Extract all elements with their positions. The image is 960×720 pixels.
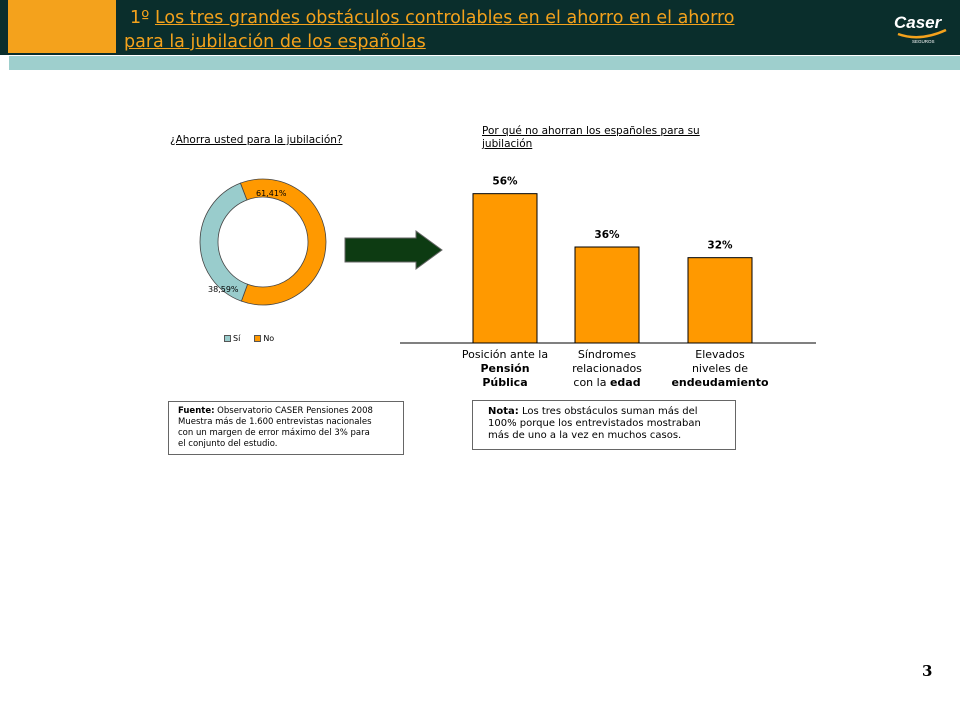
source-line-3: con un margen de error máximo del 3% par… (178, 428, 370, 438)
bar-value-label-1: 36% (594, 229, 620, 241)
header-bar: 1º Los tres grandes obstáculos controlab… (0, 0, 960, 55)
left-question: ¿Ahorra usted para la jubilación? (170, 134, 343, 146)
caser-logo: Caser SEGUROS (894, 13, 947, 44)
category-label-1-line-1: Síndromes (578, 348, 636, 361)
source-line-2: Muestra más de 1.600 entrevistas naciona… (178, 417, 372, 427)
legend-item-no: No (254, 334, 274, 343)
source-note: Fuente: Observatorio CASER Pensiones 200… (168, 401, 404, 455)
bar-2 (687, 257, 753, 344)
legend-swatch-no (254, 335, 262, 342)
remark-note: Nota: Los tres obstáculos suman más del … (472, 400, 736, 450)
remark-label: Nota: (488, 406, 519, 417)
source-line-1: Observatorio CASER Pensiones 2008 (214, 406, 373, 416)
donut-label-no: 61,41% (256, 189, 287, 198)
bar-value-label-0: 56% (492, 176, 518, 188)
donut-legend: Sí No (224, 334, 274, 343)
category-label-1-line-3: con la edad (573, 376, 640, 389)
legend-item-si: Sí (224, 334, 240, 343)
category-label-0-line-1: Posición ante la (462, 348, 548, 361)
category-label-0-line-2: Pensión (480, 362, 529, 375)
donut-chart: 61,41% 38,59% (199, 178, 327, 306)
title-number: 1º (130, 8, 150, 28)
source-label: Fuente: (178, 406, 215, 416)
donut-slice-no (239, 178, 327, 306)
remark-line-1: Los tres obstáculos suman más del (518, 406, 698, 417)
bar-0 (472, 193, 538, 344)
page-number: 3 (922, 662, 933, 680)
legend-label-no: No (263, 334, 275, 343)
remark-line-2: 100% porque los entrevistados mostraban (488, 418, 701, 429)
page-title: 1º Los tres grandes obstáculos controlab… (124, 6, 864, 54)
remark-line-3: más de uno a la vez en muchos casos. (488, 430, 682, 441)
header-accent-block (8, 0, 116, 53)
legend-swatch-si (224, 335, 231, 342)
category-label-2-line-3: endeudamiento (671, 376, 769, 389)
logo-text: Caser (894, 13, 943, 32)
donut-slice-si (199, 182, 249, 302)
title-line-1: Los tres grandes obstáculos controlables… (154, 8, 735, 28)
title-line-2: para la jubilación de los españolas (124, 32, 426, 52)
donut-label-si: 38,59% (208, 285, 239, 294)
category-label-1-line-2: relacionados (572, 362, 642, 375)
source-line-4: el conjunto del estudio. (178, 439, 278, 449)
logo-sub: SEGUROS (912, 39, 935, 44)
arrow-right-icon (344, 230, 443, 270)
category-label-0-line-3: Pública (482, 376, 527, 389)
legend-label-si: Sí (233, 334, 241, 343)
header-band (0, 56, 960, 70)
category-label-2-line-2: niveles de (692, 362, 748, 375)
bar-1 (574, 246, 640, 344)
category-label-2-line-1: Elevados (695, 348, 745, 361)
bar-value-label-2: 32% (707, 240, 733, 252)
right-question: Por qué no ahorran los españoles para su… (482, 125, 700, 150)
